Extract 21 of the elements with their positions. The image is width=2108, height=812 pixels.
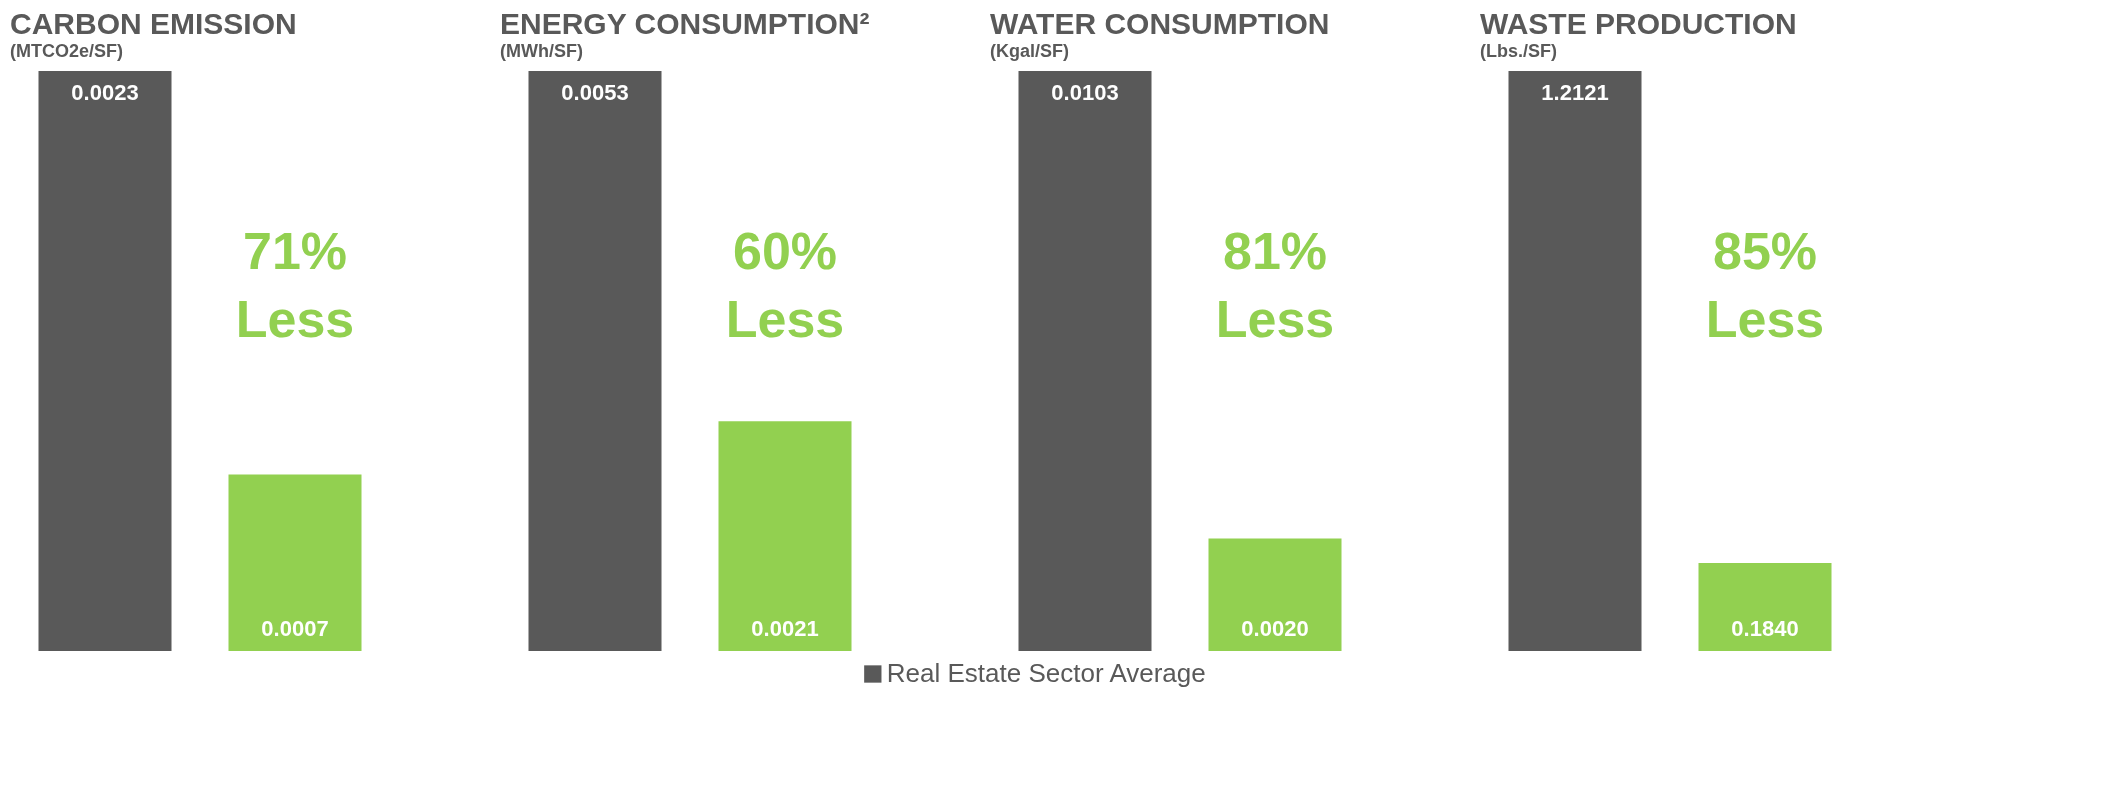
chart-subtitle: (MTCO2e/SF) <box>10 41 124 61</box>
legend-label: Real Estate Sector Average <box>886 658 1206 688</box>
data-label: 1.2121 <box>1541 80 1609 105</box>
chart-subtitle: (Lbs./SF) <box>1480 41 1557 61</box>
chart-title: WATER CONSUMPTION <box>990 7 1330 40</box>
data-label: 0.0021 <box>751 616 819 641</box>
data-label: 0.0007 <box>261 616 329 641</box>
data-label: 0.0053 <box>561 80 629 105</box>
chart-subtitle: (Kgal/SF) <box>990 41 1069 61</box>
annotation: 71% Less <box>235 221 355 348</box>
chart-title: WASTE PRODUCTION <box>1480 7 1797 40</box>
chart-title: ENERGY CONSUMPTION² <box>500 7 870 40</box>
data-label: 0.0023 <box>71 80 139 105</box>
annotation: 81% Less <box>1215 221 1335 348</box>
data-label: 0.1840 <box>1731 616 1799 641</box>
annotation: 60% Less <box>725 221 845 348</box>
data-label: 0.0020 <box>1241 616 1309 641</box>
chart-title: CARBON EMISSION <box>10 7 297 40</box>
data-label: 0.0103 <box>1051 80 1119 105</box>
chart-subtitle: (MWh/SF) <box>500 41 583 61</box>
annotation: 85% Less <box>1705 221 1825 348</box>
